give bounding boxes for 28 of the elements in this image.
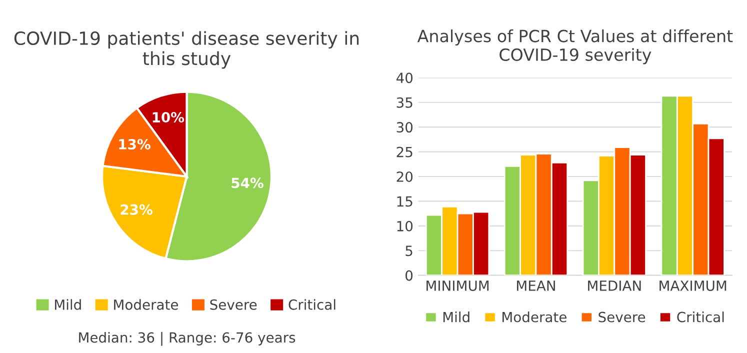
y-tick-label: 0 — [406, 270, 413, 281]
data-label: 10% — [152, 112, 184, 123]
y-tick-label: 15 — [397, 196, 412, 207]
chart-title: Analyses of PCR Ct Values at different COVID-19 severity — [417, 29, 733, 64]
data-label: 23% — [120, 204, 152, 215]
text: Median: 36 | Range: 6-76 years — [79, 332, 296, 346]
chart-title: COVID-19 patients' disease severity in this study — [14, 31, 359, 69]
y-tick-label: 10 — [397, 220, 413, 232]
y-tick-label: 30 — [396, 122, 413, 133]
y-tick-label: 40 — [396, 72, 413, 84]
legend-label: Critical — [677, 312, 724, 322]
legend-label: Moderate — [114, 299, 178, 310]
x-tick-label: MINIMUM — [426, 280, 489, 291]
y-tick-label: 25 — [396, 146, 412, 158]
x-tick-label: MAXIMUM — [660, 280, 726, 291]
data-label: 54% — [232, 178, 264, 188]
x-tick-label: MEAN — [517, 280, 555, 291]
legend-label: Critical — [288, 299, 336, 310]
y-tick-label: 5 — [406, 246, 412, 256]
y-tick-label: 35 — [396, 97, 412, 108]
data-label: 13% — [119, 138, 150, 150]
legend-label: Severe — [210, 299, 257, 310]
legend-label: Mild — [55, 299, 81, 310]
legend-label: Mild — [443, 312, 470, 322]
y-tick-label: 20 — [396, 171, 413, 182]
legend-label: Severe — [598, 312, 646, 322]
legend-label: Moderate — [502, 312, 566, 322]
x-tick-label: MEDIAN — [588, 280, 641, 291]
